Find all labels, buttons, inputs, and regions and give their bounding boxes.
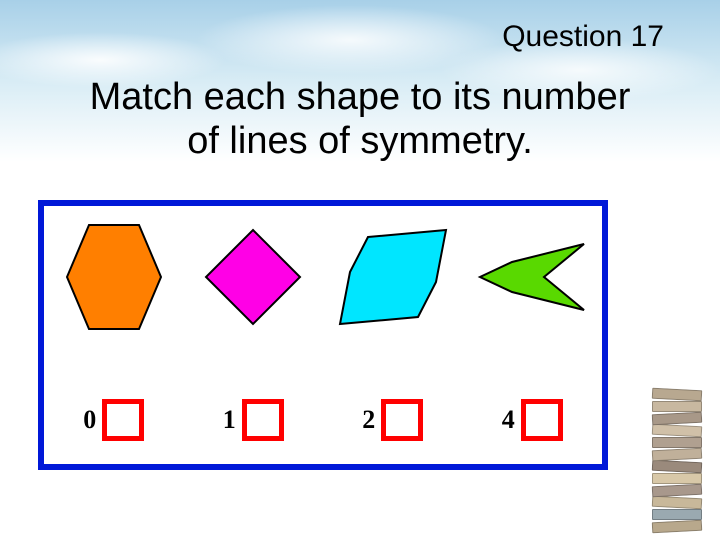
shape-parallelogram[interactable] [323,222,463,332]
number-option-1[interactable]: 1 [184,399,324,441]
number-label: 1 [223,405,236,435]
book-stack-decoration [646,382,708,532]
hexagon-icon [59,217,169,337]
answer-box-2[interactable] [381,399,423,441]
number-label: 4 [502,405,515,435]
answer-box-0[interactable] [102,399,144,441]
diamond-icon [198,222,308,332]
instruction-line-2: of lines of symmetry. [187,120,533,162]
answer-box-3[interactable] [521,399,563,441]
number-option-0[interactable]: 0 [44,399,184,441]
number-option-3[interactable]: 4 [463,399,603,441]
numbers-row: 0 1 2 4 [44,390,602,450]
shape-chevron[interactable] [463,232,603,322]
shape-hexagon[interactable] [44,217,184,337]
number-label: 0 [83,405,96,435]
instruction-line-1: Match each shape to its number [90,76,631,118]
answer-box-1[interactable] [242,399,284,441]
parallelogram-icon [328,222,458,332]
chevron-icon [472,232,592,322]
shape-diamond[interactable] [184,222,324,332]
number-option-2[interactable]: 2 [323,399,463,441]
instruction-text: Match each shape to its number of lines … [0,76,720,163]
question-number-text: Question 17 [502,20,664,53]
question-number-label: Question 17 [502,20,664,54]
number-label: 2 [362,405,375,435]
shapes-row [44,212,602,342]
